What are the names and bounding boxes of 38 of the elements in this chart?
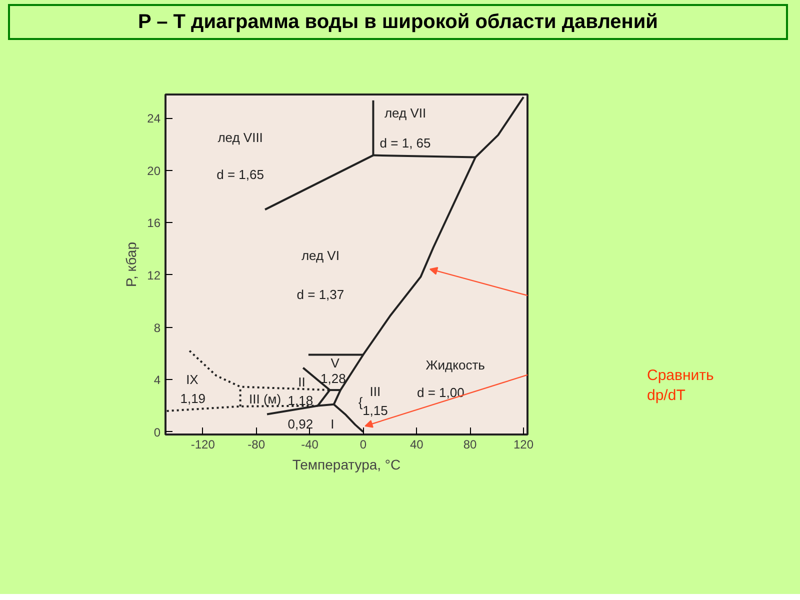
x-tick-label: -120 xyxy=(190,438,216,452)
x-tick-label: 80 xyxy=(463,438,478,452)
annotation: 1,28 xyxy=(320,370,346,386)
annotation: II xyxy=(298,374,306,390)
annotation: III (м) xyxy=(248,392,282,407)
x-tick-label: 120 xyxy=(513,438,534,452)
x-tick-label: 40 xyxy=(410,438,424,452)
annotation: лед VII xyxy=(384,105,426,120)
annotation: d = 1,37 xyxy=(296,287,344,302)
annotation: лед VIII xyxy=(218,130,263,146)
y-tick-label: 20 xyxy=(147,164,161,178)
annotation: I xyxy=(330,416,334,432)
x-tick-label: 0 xyxy=(360,438,367,452)
annotation: IX xyxy=(186,372,199,388)
annotation: d = 1, 65 xyxy=(380,135,431,150)
annotation: 1,15 xyxy=(362,402,388,418)
text: Сравнить dp/dT xyxy=(647,366,714,406)
annotation: { xyxy=(358,394,364,410)
annotation: 1,18 xyxy=(288,393,314,408)
y-tick-label: 12 xyxy=(147,268,161,282)
annotation: Жидкость xyxy=(426,358,486,373)
y-tick-label: 4 xyxy=(154,373,161,388)
annotation: лед VI xyxy=(301,248,340,263)
annotation: III xyxy=(370,384,381,399)
x-tick-label: -40 xyxy=(301,438,319,452)
y-tick-label: 8 xyxy=(154,320,161,335)
annotation: d = 1,00 xyxy=(417,385,464,400)
x-tick-label: -80 xyxy=(248,438,266,452)
x-axis-title: Температура, °C xyxy=(292,456,401,472)
y-axis-title: P, кбар xyxy=(123,242,140,288)
annotation: d = 1,65 xyxy=(216,166,264,182)
annotation: V xyxy=(330,356,340,371)
annotation: 0,92 xyxy=(288,416,314,432)
annotation: 1,19 xyxy=(180,391,206,406)
y-tick-label: 24 xyxy=(147,112,161,126)
y-tick-label: 0 xyxy=(154,425,161,440)
y-tick-label: 16 xyxy=(147,216,161,230)
chart-title: P – T диаграмма воды в широкой области давлений xyxy=(138,10,658,35)
